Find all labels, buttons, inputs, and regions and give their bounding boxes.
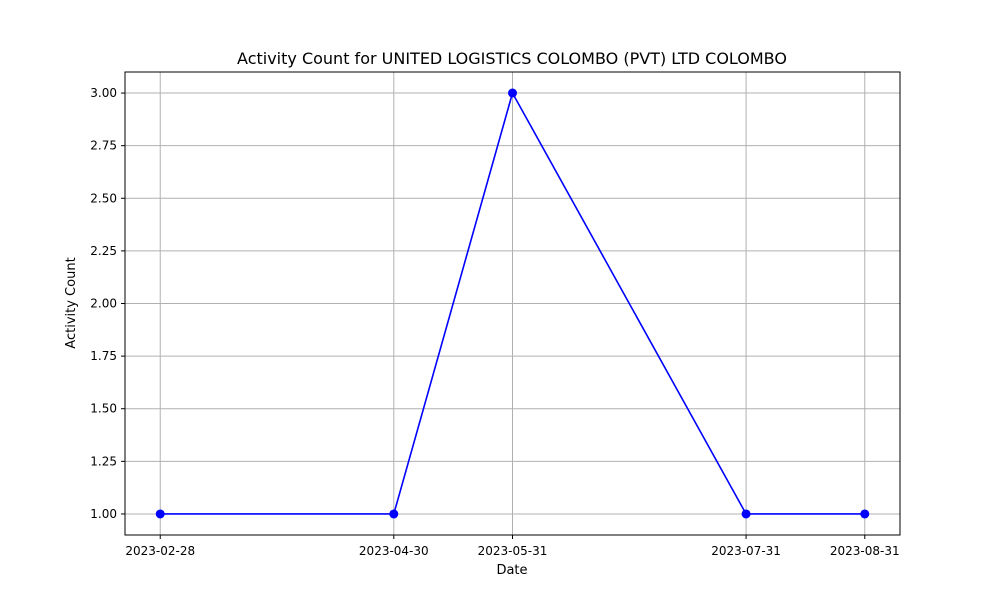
data-point: [741, 509, 751, 519]
x-tick-label: 2023-07-31: [711, 544, 781, 558]
data-point: [860, 509, 870, 519]
data-point: [389, 509, 399, 519]
y-tick-label: 1.25: [90, 454, 117, 468]
x-tick-label: 2023-05-31: [478, 544, 548, 558]
y-tick-label: 1.00: [90, 507, 117, 521]
y-tick-label: 1.75: [90, 349, 117, 363]
data-point: [155, 509, 165, 519]
data-point: [508, 88, 517, 98]
data-series: [155, 88, 870, 519]
axis-ticks: 2023-02-28 2023-04-30 2023-05-31 2023-07-31…: [90, 86, 899, 558]
y-tick-label: 2.75: [90, 139, 117, 153]
y-tick-label: 1.50: [90, 402, 117, 416]
y-tick-label: 2.50: [90, 191, 117, 205]
x-tick-label: 2023-04-30: [359, 544, 429, 558]
x-tick-label: 2023-08-31: [830, 544, 900, 558]
y-tick-label: 3.00: [90, 86, 117, 100]
y-tick-label: 2.00: [90, 297, 117, 311]
chart-title: Activity Count for UNITED LOGISTICS COLO…: [237, 49, 787, 68]
x-axis-label: Date: [496, 563, 527, 578]
y-axis-label: Activity Count: [64, 257, 79, 348]
x-tick-label: 2023-02-28: [125, 544, 195, 558]
y-tick-label: 2.25: [90, 244, 117, 258]
